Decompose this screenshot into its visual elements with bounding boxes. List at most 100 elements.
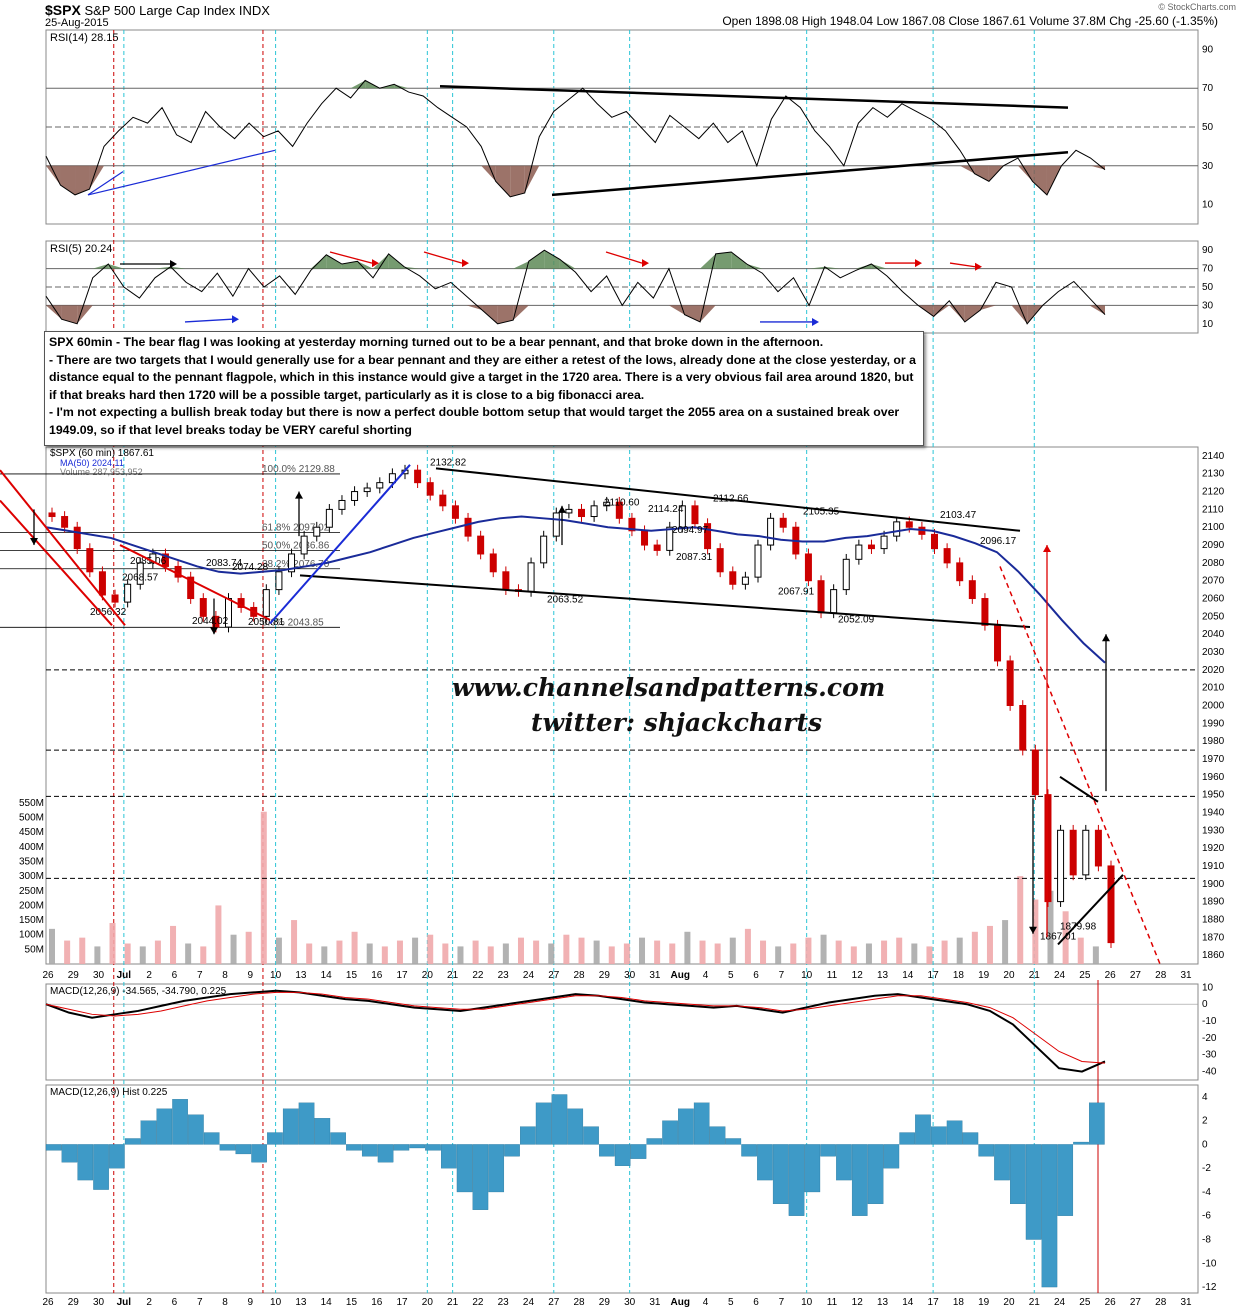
arrowhead	[915, 259, 922, 268]
y-tick-label: 30	[1202, 300, 1214, 311]
macd-line	[45, 989, 1106, 1073]
y-tick-label: 2070	[1202, 576, 1225, 587]
price-label: 2085.06	[130, 556, 167, 567]
volume-bar	[502, 943, 509, 964]
volume-bar	[971, 931, 978, 964]
candle-body	[464, 517, 472, 537]
y-tick-label: 70	[1202, 83, 1214, 94]
oversold-zone	[974, 165, 989, 182]
y-tick-label: -20	[1202, 1033, 1217, 1044]
volume-bar	[412, 937, 419, 964]
note-line: - I'm not expecting a bullish break toda…	[49, 405, 900, 437]
histogram-bar	[535, 1102, 552, 1145]
y-tick-label: 1860	[1202, 950, 1225, 961]
arrowhead	[210, 627, 218, 635]
y-tick-label: 2	[1202, 1116, 1208, 1127]
volume-bar	[396, 940, 403, 964]
candle-body	[704, 523, 712, 550]
overbought-zone	[824, 266, 841, 269]
y-tick-label: -4	[1202, 1187, 1211, 1198]
x-tick-label: 27	[548, 1297, 560, 1308]
candle-body	[48, 512, 56, 518]
y-tick-label: 4	[1202, 1092, 1208, 1103]
candle-body	[880, 535, 888, 550]
panel-frame-price	[45, 446, 1199, 965]
y-tick-label: 2120	[1202, 487, 1225, 498]
y-tick-label: -8	[1202, 1235, 1211, 1246]
volume-bar	[835, 940, 842, 964]
volume-bar	[1092, 946, 1099, 964]
histogram-bar	[567, 1108, 584, 1145]
candle-body	[691, 505, 699, 525]
x-tick-label: 13	[295, 1297, 307, 1308]
volume-bar	[578, 937, 585, 964]
volume-bar	[775, 946, 782, 964]
histogram-bar	[836, 1144, 852, 1181]
x-tick-label: 8	[222, 1297, 228, 1308]
candle-body	[943, 548, 951, 564]
y-tick-label: 1950	[1202, 790, 1225, 801]
arrowhead	[295, 491, 303, 499]
histogram-bar	[298, 1102, 315, 1145]
histogram-bar	[377, 1144, 394, 1163]
volume-bar	[381, 946, 388, 964]
rsi-divergence-arrow	[87, 171, 124, 196]
volume-bar	[442, 943, 449, 964]
candle-body	[149, 553, 157, 564]
histogram-bar	[282, 1108, 299, 1145]
note-line: - There are two targets that I would gen…	[49, 352, 916, 402]
x-tick-label: 14	[902, 1297, 914, 1308]
x-tick-label: 6	[753, 1297, 759, 1308]
blue-channel	[269, 464, 411, 625]
x-tick-label: 24	[1054, 970, 1066, 981]
histogram-bar	[978, 1144, 995, 1157]
x-tick-label: 17	[396, 970, 408, 981]
volume-bar	[336, 940, 343, 964]
histogram-bar	[788, 1144, 805, 1216]
oversold-zone	[510, 165, 525, 197]
volume-tick-label: 500M	[19, 813, 44, 824]
volume-bar	[79, 937, 86, 964]
candle-body	[288, 553, 296, 573]
price-label: 2096.17	[980, 536, 1017, 547]
histogram-bar	[646, 1138, 663, 1145]
candle-body	[187, 576, 195, 600]
x-tick-label: 27	[548, 970, 560, 981]
volume-bar	[986, 925, 993, 964]
x-tick-label: 18	[953, 970, 965, 981]
arrowhead	[30, 538, 38, 546]
candle-body	[653, 544, 661, 551]
oversold-zone	[668, 305, 685, 315]
histogram-bar	[456, 1144, 473, 1193]
candle-body	[804, 553, 812, 582]
y-tick-label: 2040	[1202, 629, 1225, 640]
volume-bar	[1017, 876, 1024, 964]
x-tick-label: 20	[422, 970, 434, 981]
arrowhead	[558, 505, 566, 513]
candle-body	[388, 473, 396, 484]
x-tick-label: 20	[1003, 970, 1015, 981]
histogram-bar	[520, 1126, 536, 1145]
overbought-zone	[394, 84, 409, 89]
oversold-zone	[684, 305, 701, 322]
x-tick-label: 31	[649, 1297, 661, 1308]
x-tick-label: 28	[574, 970, 586, 981]
x-tick-label: 15	[346, 970, 358, 981]
candle-body	[124, 583, 132, 603]
x-tick-label: 11	[827, 1297, 838, 1308]
panel-title: RSI(5) 20.24	[50, 243, 112, 255]
volume-bar	[941, 940, 948, 964]
candle-body	[262, 589, 270, 617]
x-tick-label: 13	[877, 970, 889, 981]
y-tick-label: 10	[1202, 319, 1214, 330]
oversold-zone	[46, 305, 62, 320]
overbought-zone	[809, 266, 825, 269]
price-label: 2056.32	[90, 607, 127, 618]
y-tick-label: 50	[1202, 122, 1214, 133]
price-label: 2087.31	[676, 552, 713, 563]
oversold-zone	[949, 305, 965, 322]
y-tick-label: 1970	[1202, 754, 1225, 765]
candle-body	[502, 571, 510, 591]
candle-body	[1107, 865, 1115, 944]
histogram-bar	[425, 1144, 441, 1151]
